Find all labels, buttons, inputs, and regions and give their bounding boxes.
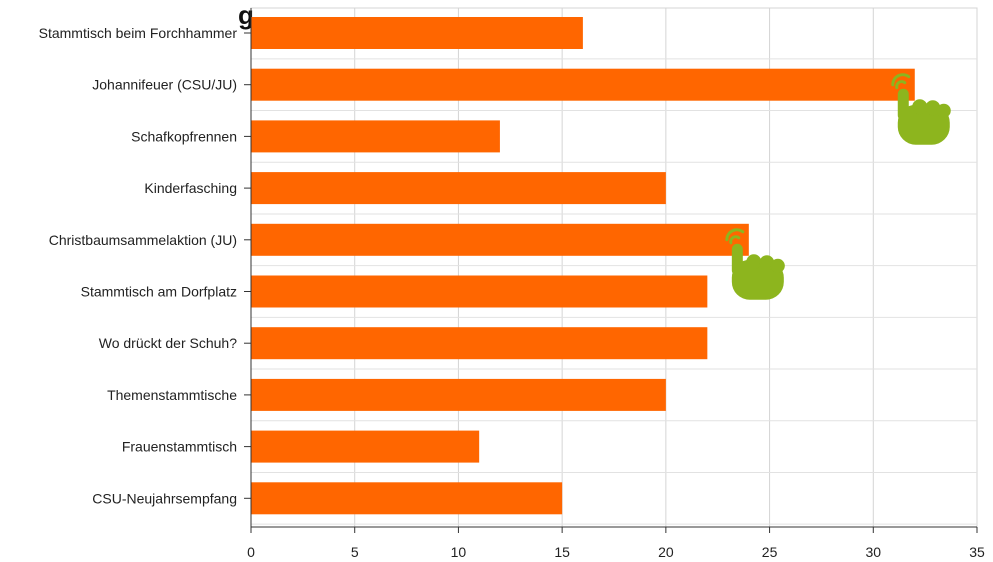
bar bbox=[251, 17, 583, 49]
bar bbox=[251, 223, 749, 256]
category-label: Themenstammtische bbox=[107, 387, 237, 403]
signal-arc bbox=[729, 235, 741, 245]
category-label: Schafkopfrennen bbox=[131, 128, 237, 144]
x-tick-labels: 0 5 10 15 20 25 30 35 bbox=[247, 544, 985, 560]
bar bbox=[251, 68, 915, 101]
chart-title-fragment: g bbox=[238, 0, 254, 30]
category-label: Stammtisch am Dorfplatz bbox=[81, 284, 237, 300]
tap-hand-icon bbox=[725, 228, 785, 300]
hand-knuckle bbox=[925, 100, 941, 116]
bar bbox=[251, 275, 708, 308]
x-tick-label: 25 bbox=[762, 544, 778, 560]
x-tick-label: 5 bbox=[351, 544, 359, 560]
bars bbox=[251, 17, 915, 515]
bar bbox=[251, 327, 708, 360]
bar bbox=[251, 430, 480, 463]
hand-palm bbox=[731, 259, 784, 300]
x-tick-label: 15 bbox=[554, 544, 570, 560]
hand-knuckle bbox=[770, 258, 785, 273]
x-tick-label: 10 bbox=[451, 544, 467, 560]
x-tick-label: 35 bbox=[969, 544, 985, 560]
category-label: Wo drückt der Schuh? bbox=[99, 335, 237, 351]
hand-palm bbox=[897, 104, 950, 145]
category-label: Stammtisch beim Forchhammer bbox=[39, 25, 238, 41]
bar bbox=[251, 482, 563, 515]
bar bbox=[251, 378, 666, 411]
hand-knuckle bbox=[759, 255, 775, 271]
x-tick-label: 20 bbox=[658, 544, 674, 560]
category-label: CSU-Neujahrsempfang bbox=[92, 490, 237, 506]
signal-arc bbox=[725, 228, 745, 242]
x-tick-label: 0 bbox=[247, 544, 255, 560]
x-tick-label: 30 bbox=[865, 544, 881, 560]
category-label: Christbaumsammelaktion (JU) bbox=[49, 232, 237, 248]
bar bbox=[251, 120, 500, 153]
signal-arc bbox=[895, 80, 907, 90]
category-label: Frauenstammtisch bbox=[122, 439, 237, 455]
hand-knuckle bbox=[936, 103, 951, 118]
annotations bbox=[725, 73, 951, 300]
category-label: Kinderfasching bbox=[144, 180, 237, 196]
category-label: Johannifeuer (CSU/JU) bbox=[92, 77, 237, 93]
signal-arc bbox=[891, 73, 911, 87]
category-labels: Stammtisch beim Forchhammer Johannifeuer … bbox=[39, 25, 238, 506]
bar bbox=[251, 172, 666, 205]
hand-knuckle bbox=[746, 254, 762, 270]
axes bbox=[244, 8, 978, 533]
hand-knuckle bbox=[912, 99, 928, 115]
tap-hand-icon bbox=[891, 73, 951, 145]
